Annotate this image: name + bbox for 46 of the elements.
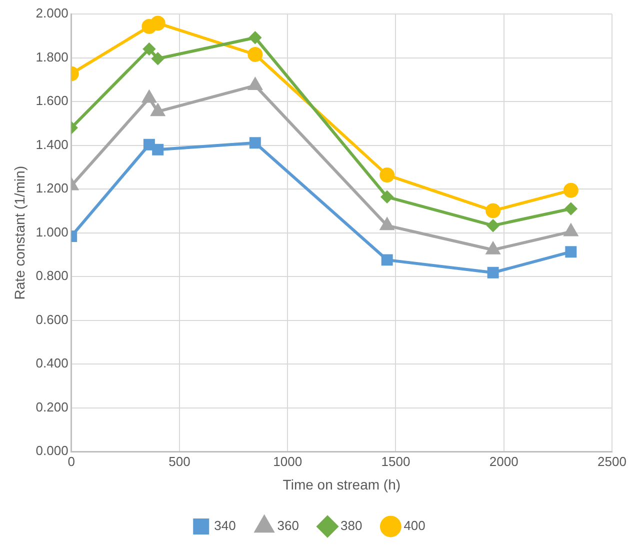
x-tick-label: 2000	[489, 454, 518, 469]
y-tick-label: 0.200	[36, 399, 68, 414]
point	[381, 254, 393, 266]
x-axis-title: Time on stream (h)	[282, 476, 401, 492]
y-tick-label: 2.000	[36, 6, 68, 21]
y-tick-label: 1.400	[36, 136, 68, 152]
y-axis-title: Rate constant (1/min)	[11, 166, 28, 300]
y-tick-label: 1.800	[36, 49, 68, 64]
y-tick-label: 1.000	[36, 224, 68, 240]
point	[248, 78, 262, 90]
x-tick-label: 1000	[273, 454, 302, 469]
y-tick-label: 1.600	[36, 93, 68, 108]
point	[150, 16, 166, 31]
point	[380, 168, 395, 183]
y-tick-label: 0.600	[36, 312, 68, 327]
legend-label: 400	[404, 518, 426, 534]
point	[380, 218, 394, 230]
point	[565, 246, 577, 258]
point	[564, 202, 577, 215]
legend-label: 380	[340, 518, 362, 534]
point	[487, 220, 500, 232]
point	[151, 104, 165, 116]
point	[486, 203, 501, 218]
point	[152, 144, 164, 156]
point	[142, 90, 156, 103]
x-tick-label: 0	[68, 454, 75, 469]
point	[564, 224, 578, 236]
point	[249, 137, 261, 149]
y-tick-label: 0.800	[36, 268, 68, 284]
legend-label: 360	[277, 518, 300, 534]
point	[486, 242, 500, 254]
y-tick-label: 1.200	[36, 180, 68, 196]
legend-label: 340	[214, 518, 236, 534]
x-tick-label: 1500	[381, 454, 410, 469]
point	[563, 182, 578, 198]
point	[487, 266, 499, 278]
point	[248, 46, 263, 62]
y-tick-label: 0.000	[36, 443, 68, 458]
x-tick-label: 2500	[598, 454, 626, 469]
point	[152, 52, 164, 65]
x-tick-label: 500	[168, 454, 190, 469]
point	[249, 32, 262, 44]
point	[381, 190, 394, 203]
point	[143, 43, 156, 56]
point	[143, 138, 155, 150]
y-tick-label: 0.400	[36, 356, 68, 371]
